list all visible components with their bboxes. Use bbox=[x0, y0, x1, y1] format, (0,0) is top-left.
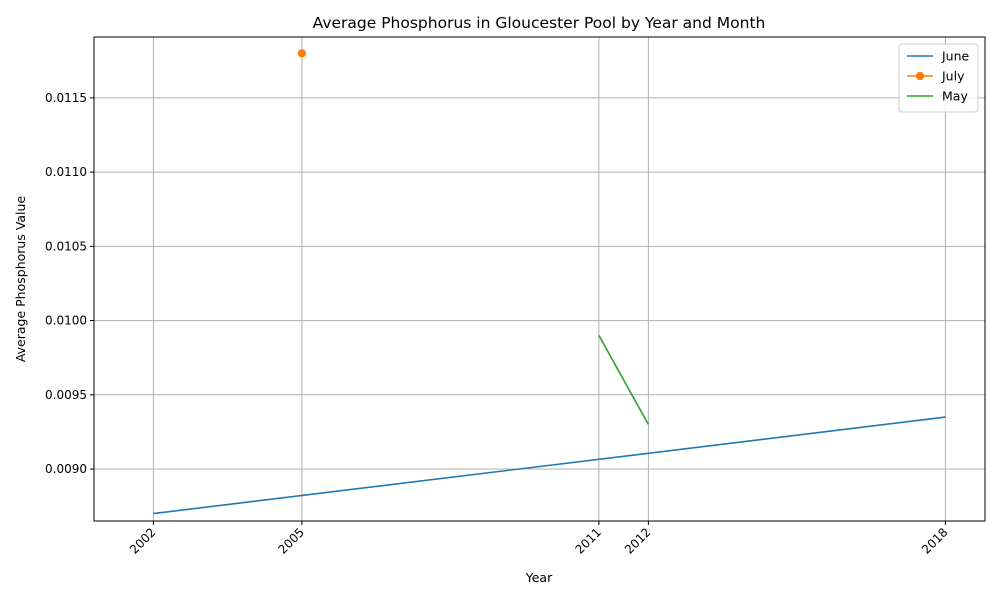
x-tick-label: 2005 bbox=[276, 525, 307, 556]
x-tick-label: 2011 bbox=[573, 525, 604, 556]
plot-frame bbox=[93, 36, 986, 522]
legend-label-june: June bbox=[941, 49, 970, 64]
legend-marker-july bbox=[915, 71, 925, 81]
y-tick-label: 0.0105 bbox=[45, 239, 87, 253]
grid bbox=[94, 37, 985, 521]
y-tick-label: 0.0110 bbox=[45, 165, 87, 179]
data-point-july bbox=[297, 49, 307, 58]
y-axis-label: Average Phosphorus Value bbox=[13, 196, 28, 363]
legend-label-may: May bbox=[942, 89, 968, 104]
legend-label-july: July bbox=[941, 69, 965, 84]
x-tick-label: 2002 bbox=[127, 525, 158, 556]
x-tick-label: 2018 bbox=[919, 525, 950, 556]
y-tick-label: 0.0100 bbox=[45, 314, 87, 328]
y-tick-label: 0.0095 bbox=[45, 388, 87, 402]
x-tick-label: 2012 bbox=[622, 525, 653, 556]
legend: June July May bbox=[898, 43, 979, 113]
legend-box bbox=[898, 43, 979, 113]
y-axis-ticks: 0.0090 0.0095 0.0100 0.0105 0.0110 0.0115 bbox=[45, 91, 94, 476]
series-line-may bbox=[598, 335, 650, 425]
series-layer bbox=[153, 49, 946, 515]
y-tick-label: 0.0090 bbox=[45, 462, 87, 476]
y-tick-label: 0.0115 bbox=[45, 91, 87, 105]
series-line-june bbox=[153, 416, 946, 515]
x-axis-label: Year bbox=[525, 570, 553, 585]
x-axis-ticks: 2002 2005 2011 2012 2018 bbox=[127, 521, 951, 557]
chart-title: Average Phosphorus in Gloucester Pool by… bbox=[313, 14, 766, 32]
